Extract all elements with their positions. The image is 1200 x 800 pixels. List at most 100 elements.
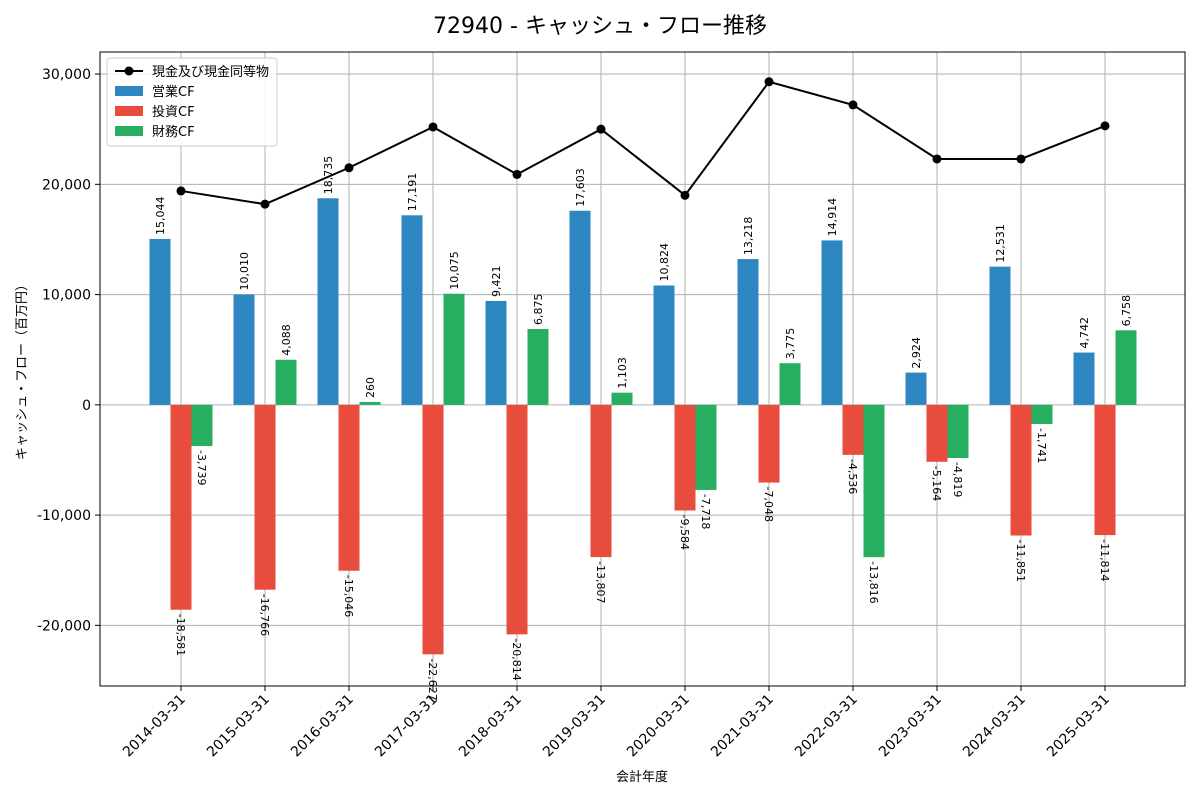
bar-financing bbox=[191, 404, 213, 447]
bar-value-label: 4,088 bbox=[280, 324, 293, 356]
bar-operating bbox=[233, 294, 255, 405]
bar-operating bbox=[905, 372, 927, 405]
bar-value-label: 15,044 bbox=[154, 196, 167, 235]
bar-value-label: -11,851 bbox=[1014, 540, 1027, 582]
y-tick-label: 10,000 bbox=[42, 288, 91, 304]
legend-box bbox=[106, 57, 278, 147]
bar-financing bbox=[359, 401, 381, 405]
bar-value-label: -9,584 bbox=[678, 515, 691, 550]
bar-value-label: 13,218 bbox=[742, 217, 755, 256]
legend-entry-label: 投資CF bbox=[152, 104, 195, 120]
cash-line-marker bbox=[428, 122, 438, 132]
bar-value-label: -1,741 bbox=[1035, 428, 1048, 463]
bar-financing bbox=[947, 404, 969, 458]
bar-value-label: 14,914 bbox=[826, 198, 839, 237]
bar-value-label: -7,048 bbox=[762, 487, 775, 522]
bar-operating bbox=[149, 238, 171, 405]
bar-value-label: -20,814 bbox=[510, 638, 523, 680]
bar-value-label: -13,816 bbox=[867, 561, 880, 603]
bar-investing bbox=[170, 404, 192, 610]
y-tick-label: 20,000 bbox=[42, 177, 91, 193]
bar-value-label: -15,046 bbox=[342, 575, 355, 617]
bar-investing bbox=[1094, 404, 1116, 536]
bar-value-label: 4,742 bbox=[1078, 317, 1091, 349]
y-tick-label: -20,000 bbox=[37, 618, 91, 634]
bar-operating bbox=[1073, 352, 1095, 405]
bar-value-label: -11,814 bbox=[1098, 539, 1111, 581]
bar-operating bbox=[569, 210, 591, 405]
cash-line-marker bbox=[596, 124, 606, 134]
bar-value-label: 9,421 bbox=[490, 265, 503, 297]
bar-financing bbox=[611, 392, 633, 405]
bar-value-label: 18,735 bbox=[322, 156, 335, 195]
bar-investing bbox=[1010, 404, 1032, 536]
chart-title: 72940 - キャッシュ・フロー推移 bbox=[433, 14, 767, 39]
bar-investing bbox=[842, 404, 864, 455]
bars bbox=[149, 198, 1137, 655]
bar-value-label: 10,075 bbox=[448, 251, 461, 290]
bar-value-label: -16,766 bbox=[258, 594, 271, 636]
bar-financing bbox=[275, 359, 297, 405]
cash-line-path bbox=[180, 80, 1106, 206]
bar-operating bbox=[653, 285, 675, 405]
bar-investing bbox=[926, 404, 948, 462]
bar-operating bbox=[485, 300, 507, 405]
bar-operating bbox=[989, 266, 1011, 405]
bar-investing bbox=[674, 404, 696, 511]
cash-line-marker bbox=[176, 186, 186, 196]
cash-line-marker bbox=[848, 100, 858, 110]
bar-value-label: 12,531 bbox=[994, 224, 1007, 263]
cash-line-marker bbox=[344, 163, 354, 173]
bar-operating bbox=[737, 259, 759, 405]
cash-line-marker bbox=[1100, 121, 1110, 131]
cash-line-marker bbox=[1016, 154, 1026, 164]
bar-value-label: -4,536 bbox=[846, 459, 859, 494]
bar-financing bbox=[779, 363, 801, 405]
bar-investing bbox=[254, 404, 276, 590]
cash-line-marker bbox=[932, 154, 942, 164]
bar-value-label: 1,103 bbox=[616, 357, 629, 389]
bar-value-label: -13,807 bbox=[594, 561, 607, 603]
legend-bar-swatch bbox=[115, 126, 143, 136]
legend-entry-label: 現金及び現金同等物 bbox=[152, 64, 269, 80]
bar-investing bbox=[506, 404, 528, 635]
legend-bar-swatch bbox=[115, 86, 143, 96]
cash-line bbox=[176, 77, 1110, 209]
bar-investing bbox=[758, 404, 780, 483]
legend-entry-label: 営業CF bbox=[152, 84, 195, 100]
y-axis-label: キャッシュ・フロー（百万円） bbox=[15, 278, 30, 460]
y-tick-label: 30,000 bbox=[42, 67, 91, 83]
legend-line-marker bbox=[124, 66, 134, 76]
bar-investing bbox=[590, 404, 612, 558]
bar-investing bbox=[338, 404, 360, 571]
bar-financing bbox=[1031, 404, 1053, 425]
cash-line-marker bbox=[764, 77, 774, 87]
bar-value-label: -4,819 bbox=[951, 462, 964, 497]
bar-value-label: -18,581 bbox=[174, 614, 187, 656]
y-tick-label: -10,000 bbox=[37, 508, 91, 524]
bar-value-label: 10,010 bbox=[238, 252, 251, 291]
bar-operating bbox=[401, 215, 423, 405]
cash-line-marker bbox=[680, 190, 690, 200]
bar-value-label: 260 bbox=[364, 377, 377, 398]
bar-financing bbox=[695, 404, 717, 490]
bar-value-label: -5,164 bbox=[930, 466, 943, 501]
bar-financing bbox=[443, 293, 465, 405]
x-axis-label: 会計年度 bbox=[616, 769, 668, 785]
bar-value-label: 6,758 bbox=[1120, 295, 1133, 327]
bar-value-label: -22,627 bbox=[426, 658, 439, 700]
bar-financing bbox=[527, 329, 549, 405]
bar-value-label: 17,603 bbox=[574, 168, 587, 207]
bar-value-label: -3,739 bbox=[195, 450, 208, 485]
bar-operating bbox=[317, 198, 339, 405]
bar-value-label: -7,718 bbox=[699, 494, 712, 529]
bar-value-label: 10,824 bbox=[658, 243, 671, 282]
bar-investing bbox=[422, 404, 444, 655]
bar-operating bbox=[821, 240, 843, 405]
legend-entry-label: 財務CF bbox=[152, 125, 195, 140]
cash-line-marker bbox=[260, 199, 270, 209]
plot-frame bbox=[99, 51, 1186, 687]
bar-financing bbox=[1115, 330, 1137, 405]
